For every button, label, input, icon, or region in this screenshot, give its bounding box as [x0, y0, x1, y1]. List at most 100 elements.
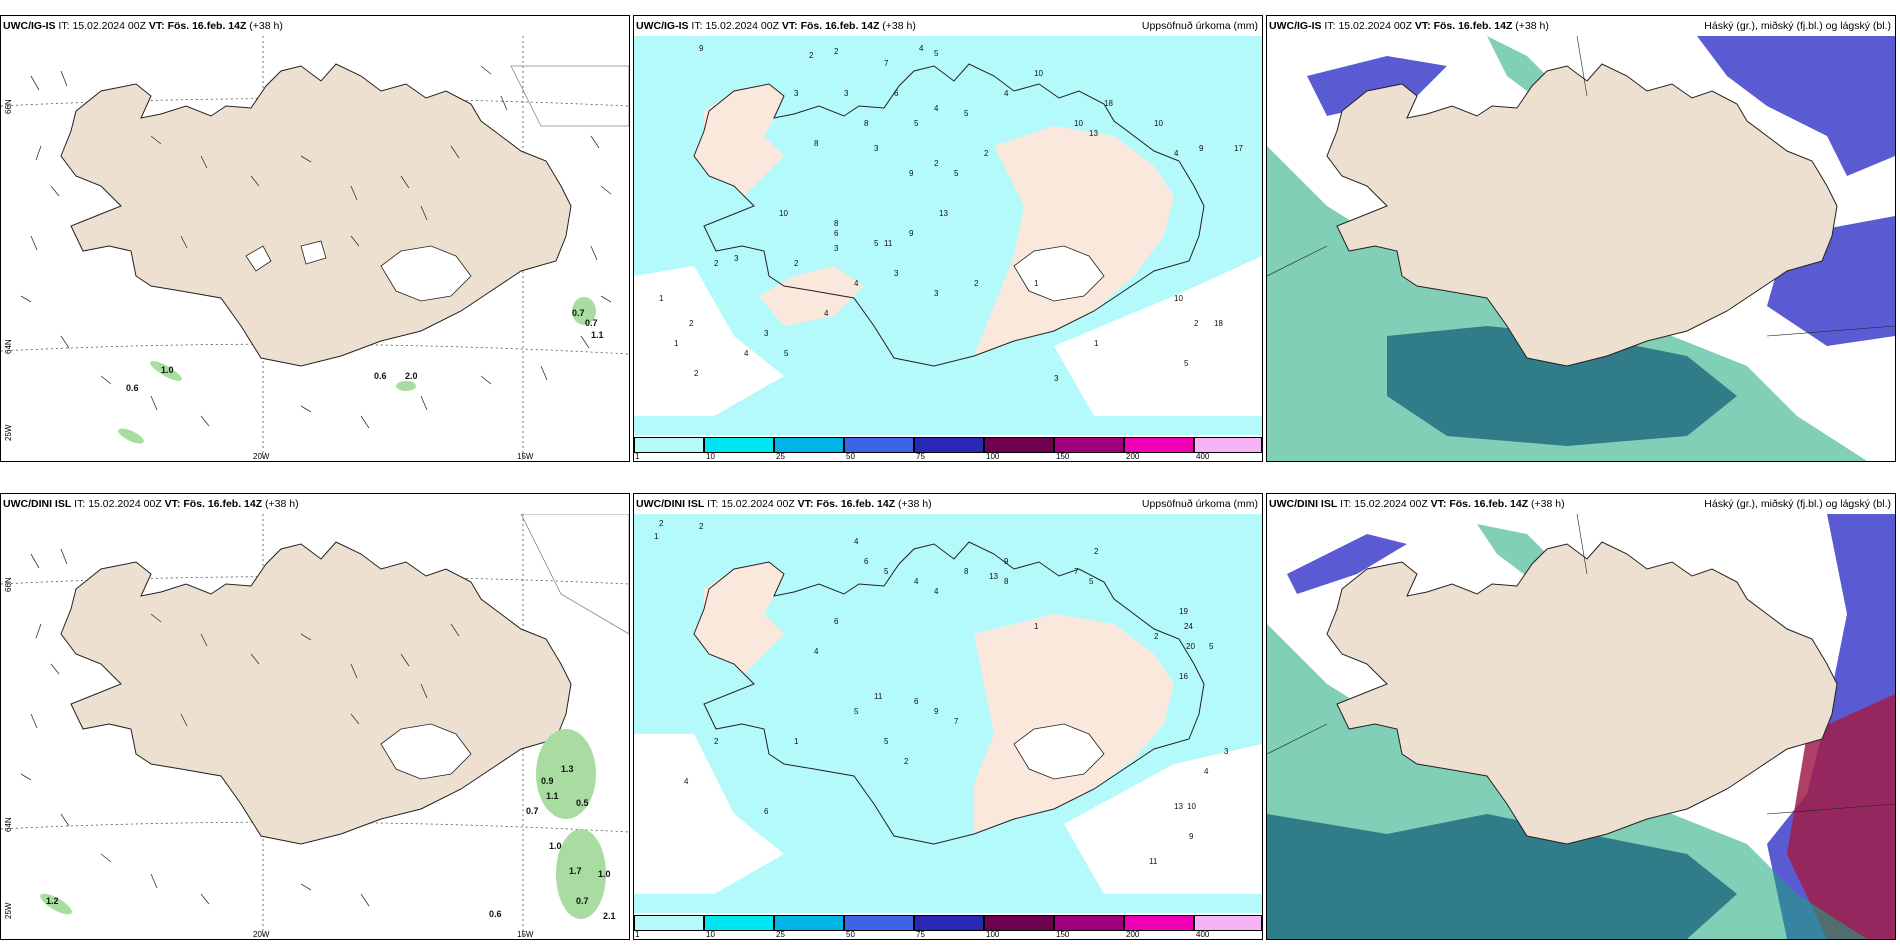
panel-precip-dini: UWC/DINI ISL IT: 15.02.2024 00Z VT: Fös.…	[633, 493, 1263, 940]
field-title: Háský (gr.), miðský (fj.bl.) og lágský (…	[1704, 498, 1891, 510]
svg-text:2: 2	[1154, 632, 1159, 641]
svg-text:1.1: 1.1	[591, 330, 604, 340]
cloud-map	[1267, 36, 1895, 461]
svg-text:4: 4	[824, 309, 829, 318]
svg-text:2: 2	[694, 369, 699, 378]
lon-label-20: 20W	[253, 452, 270, 461]
precip-spots	[40, 729, 606, 919]
colorbar: 1 10 25 50 75 100 150 200 400	[634, 435, 1262, 461]
svg-text:1: 1	[674, 339, 679, 348]
mid-cloud-red	[1787, 694, 1895, 939]
svg-text:10: 10	[1174, 294, 1183, 303]
svg-text:5: 5	[884, 567, 889, 576]
panel-precip-igis: UWC/IG-IS IT: 15.02.2024 00Z VT: Fös. 16…	[633, 15, 1263, 462]
precip-map-svg: 9 2 2 7 4 5 8 6 5 4 3 3 5 2 5 2 4 3 8 9	[634, 36, 1262, 441]
svg-text:1.0: 1.0	[598, 869, 611, 879]
svg-text:6: 6	[864, 557, 869, 566]
precip-map: 9 2 2 7 4 5 8 6 5 4 3 3 5 2 5 2 4 3 8 9	[634, 36, 1262, 441]
svg-text:19: 19	[1179, 607, 1188, 616]
lon-label-25: 25W	[4, 424, 13, 441]
colorbar-tick: 200	[1126, 452, 1140, 461]
colorbar-segment-0	[634, 915, 704, 931]
colorbar-segment-1	[704, 437, 774, 453]
iceland-land	[1326, 541, 1838, 845]
svg-text:5: 5	[854, 707, 859, 716]
lead-time: (+38 h)	[249, 20, 283, 32]
colorbar-tick: 75	[916, 452, 925, 461]
svg-text:4: 4	[854, 537, 859, 546]
svg-text:5: 5	[914, 119, 919, 128]
svg-text:13: 13	[1089, 129, 1098, 138]
svg-text:4: 4	[1174, 149, 1179, 158]
svg-text:8: 8	[834, 219, 839, 228]
low-cloud-blue	[1287, 534, 1407, 594]
svg-text:6: 6	[834, 229, 839, 238]
svg-text:2: 2	[714, 259, 719, 268]
svg-text:3: 3	[1224, 747, 1229, 756]
svg-text:2: 2	[809, 51, 814, 60]
svg-text:2: 2	[834, 47, 839, 56]
svg-text:5: 5	[954, 169, 959, 178]
svg-text:4: 4	[914, 577, 919, 586]
svg-text:0.7: 0.7	[576, 896, 589, 906]
land-dry-east	[974, 614, 1174, 834]
glacier-vatnajokull	[380, 245, 472, 302]
svg-text:4: 4	[934, 587, 939, 596]
colorbar-segment-6	[1054, 915, 1124, 931]
colorbar-segment-1	[704, 915, 774, 931]
valid-time: Fös. 16.feb. 14Z	[167, 20, 247, 32]
svg-text:18: 18	[1214, 319, 1223, 328]
svg-text:10: 10	[1034, 69, 1043, 78]
colorbar-segment-5	[984, 915, 1054, 931]
svg-text:1: 1	[1094, 339, 1099, 348]
colorbar-segment-6	[1054, 437, 1124, 453]
svg-text:1.0: 1.0	[161, 365, 174, 375]
svg-text:13: 13	[939, 209, 948, 218]
init-time: 15.02.2024 00Z	[72, 20, 146, 32]
svg-text:3: 3	[1054, 374, 1059, 383]
wind-labels: 1.0 0.6 0.6 2.0 0.7 0.7 1.1	[126, 308, 604, 393]
svg-text:1.7: 1.7	[569, 866, 582, 876]
land-dry	[694, 84, 784, 196]
panel-header: UWC/IG-IS IT: 15.02.2024 00Z VT: Fös. 16…	[634, 16, 1262, 36]
precip-map-svg: 2 1 2 4 6 5 4 4 8 9 13 8 7 5 2 19 24 20 …	[634, 514, 1262, 919]
lat-label-64: 64N	[4, 339, 13, 354]
svg-text:4: 4	[684, 777, 689, 786]
svg-text:1: 1	[659, 294, 664, 303]
colorbar: 1 10 25 50 75 100 150 200 400	[634, 913, 1262, 939]
iceland-land	[1326, 63, 1838, 367]
svg-text:20: 20	[1186, 642, 1195, 651]
svg-text:10: 10	[1074, 119, 1083, 128]
svg-text:16: 16	[1179, 672, 1188, 681]
svg-text:20W: 20W	[253, 930, 270, 939]
svg-text:0.6: 0.6	[489, 909, 502, 919]
svg-text:13: 13	[989, 572, 998, 581]
border-lines	[1267, 514, 1895, 815]
svg-text:10: 10	[1187, 802, 1196, 811]
panel-header: UWC/DINI ISL IT: 15.02.2024 00Z VT: Fös.…	[634, 494, 1262, 514]
svg-text:1: 1	[1034, 279, 1039, 288]
lon-label-15: 15W	[517, 452, 534, 461]
svg-text:0.7: 0.7	[526, 806, 539, 816]
svg-text:3: 3	[764, 329, 769, 338]
svg-text:64N: 64N	[4, 817, 13, 832]
svg-text:2.1: 2.1	[603, 911, 616, 921]
svg-text:9: 9	[934, 707, 939, 716]
svg-text:6: 6	[834, 617, 839, 626]
colorbar-tick: 150	[1056, 452, 1070, 461]
wind-barbs	[20, 65, 612, 429]
colorbar-tick: 150	[1056, 930, 1070, 939]
svg-text:7: 7	[954, 717, 959, 726]
wind-map: 66N 64N 25W 20W 15W 1.0 0.6 0.6	[1, 36, 629, 461]
field-title: Háský (gr.), miðský (fj.bl.) og lágský (…	[1704, 20, 1891, 32]
glacier-outline	[1013, 723, 1105, 780]
colorbar-tick: 50	[846, 930, 855, 939]
lat-label-66: 66N	[4, 99, 13, 114]
iceland-coast	[693, 541, 1205, 845]
colorbar-segment-2	[774, 915, 844, 931]
colorbar-segment-7	[1124, 437, 1194, 453]
cloud-map	[1267, 514, 1895, 939]
colorbar-tick: 1	[635, 930, 640, 939]
svg-text:5: 5	[964, 109, 969, 118]
svg-text:9: 9	[1199, 144, 1204, 153]
